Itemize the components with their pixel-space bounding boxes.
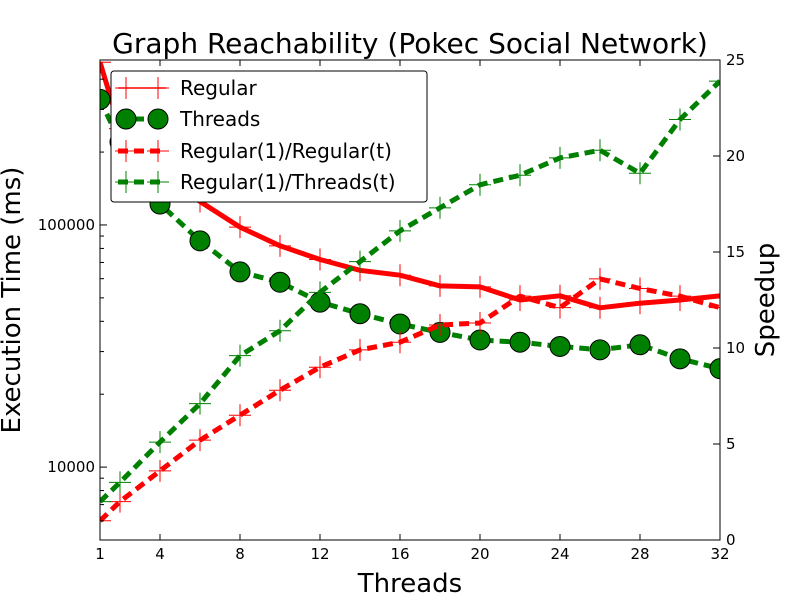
- plot-frame: [99, 59, 721, 541]
- data-point: [229, 344, 251, 367]
- legend-marker: [115, 77, 137, 99]
- x-tick-label: 28: [630, 545, 649, 563]
- x-tick-label: 4: [155, 545, 165, 563]
- data-point: [589, 139, 611, 162]
- data-point: [709, 70, 720, 93]
- data-point: [269, 271, 291, 293]
- x-tick-label: 12: [310, 545, 329, 563]
- data-point: [100, 88, 111, 110]
- legend: Regular Threads Regular(1)/Regular(t) Regul…: [110, 70, 428, 203]
- legend-label: Regular: [180, 76, 257, 100]
- data-point: [549, 146, 571, 169]
- legend-marker: [147, 140, 169, 162]
- data-point: [469, 275, 491, 298]
- data-point: [349, 303, 371, 325]
- data-point: [629, 334, 651, 356]
- legend-marker: [115, 140, 137, 162]
- y-right-tick-label: 5: [726, 435, 736, 453]
- legend-marker: [147, 171, 169, 193]
- data-point: [429, 196, 451, 219]
- data-point: [149, 431, 171, 454]
- series-line-3: [100, 276, 720, 523]
- data-point: [629, 162, 651, 185]
- data-point: [229, 216, 251, 239]
- data-point: [709, 358, 720, 380]
- data-point: [309, 356, 331, 379]
- data-point: [469, 312, 491, 335]
- data-point: [589, 267, 611, 290]
- data-point: [100, 490, 111, 513]
- legend-box: [110, 70, 428, 203]
- legend-label: Regular(1)/Threads(t): [180, 170, 396, 194]
- y-right-tick-label: 10: [726, 339, 745, 357]
- data-point: [349, 338, 371, 361]
- chart-title: Graph Reachability (Pokec Social Network…: [112, 27, 708, 60]
- y-left-tick-label: 10000: [47, 458, 95, 476]
- data-point: [269, 234, 291, 257]
- y-left-tick-label: 100000: [38, 216, 95, 234]
- data-point: [389, 219, 411, 242]
- left-y-axis-label: Execution Time (ms): [0, 167, 27, 434]
- data-point: [109, 471, 131, 494]
- data-point: [429, 274, 451, 297]
- data-point: [389, 264, 411, 287]
- y-right-tick-label: 25: [726, 51, 745, 69]
- legend-label: Regular(1)/Regular(t): [180, 139, 392, 163]
- x-tick-label: 8: [235, 545, 245, 563]
- legend-marker: [147, 108, 169, 130]
- x-axis-label: Threads: [357, 569, 462, 599]
- data-point: [509, 164, 531, 187]
- data-point: [149, 459, 171, 482]
- data-point: [549, 296, 571, 319]
- data-point: [109, 490, 131, 513]
- data-point: [589, 296, 611, 319]
- data-point: [309, 281, 331, 304]
- data-point: [469, 173, 491, 196]
- legend-marker: [115, 171, 137, 193]
- data-point: [269, 379, 291, 402]
- data-point: [389, 331, 411, 354]
- series-line-2: [100, 98, 720, 372]
- x-axis: 1 4 8 12 16 20 24 28 32: [95, 60, 730, 563]
- data-point: [349, 250, 371, 273]
- legend-marker: [147, 77, 169, 99]
- data-point: [189, 230, 211, 252]
- data-point: [189, 392, 211, 415]
- data-point: [229, 261, 251, 283]
- data-point: [709, 284, 720, 307]
- x-tick-label: 20: [470, 545, 489, 563]
- x-tick-label: 24: [550, 545, 569, 563]
- y-right-tick-label: 15: [726, 243, 745, 261]
- data-point: [389, 313, 411, 335]
- data-point: [549, 335, 571, 357]
- data-point: [100, 60, 111, 74]
- data-point: [309, 248, 331, 271]
- data-point: [189, 429, 211, 452]
- data-point: [669, 108, 691, 131]
- legend-marker: [115, 108, 137, 130]
- data-point: [669, 348, 691, 370]
- y-right-tick-label: 20: [726, 147, 745, 165]
- x-tick-label: 32: [710, 545, 729, 563]
- data-point: [589, 339, 611, 361]
- y-right-tick-label: 0: [726, 531, 736, 549]
- data-point: [509, 331, 531, 353]
- right-y-axis-label: Speedup: [751, 243, 781, 358]
- data-point: [269, 319, 291, 342]
- legend-label: Threads: [179, 107, 260, 131]
- x-tick-label: 16: [390, 545, 409, 563]
- data-point: [509, 285, 531, 308]
- data-point: [229, 404, 251, 427]
- right-y-axis: 0 5 10 15 20 25: [713, 51, 745, 549]
- data-point: [669, 285, 691, 308]
- x-tick-label: 1: [95, 545, 105, 563]
- left-y-axis: 10000 100000: [38, 78, 107, 541]
- data-point: [100, 509, 111, 532]
- data-point: [629, 277, 651, 300]
- data-point: [429, 313, 451, 336]
- data-point: [709, 296, 720, 319]
